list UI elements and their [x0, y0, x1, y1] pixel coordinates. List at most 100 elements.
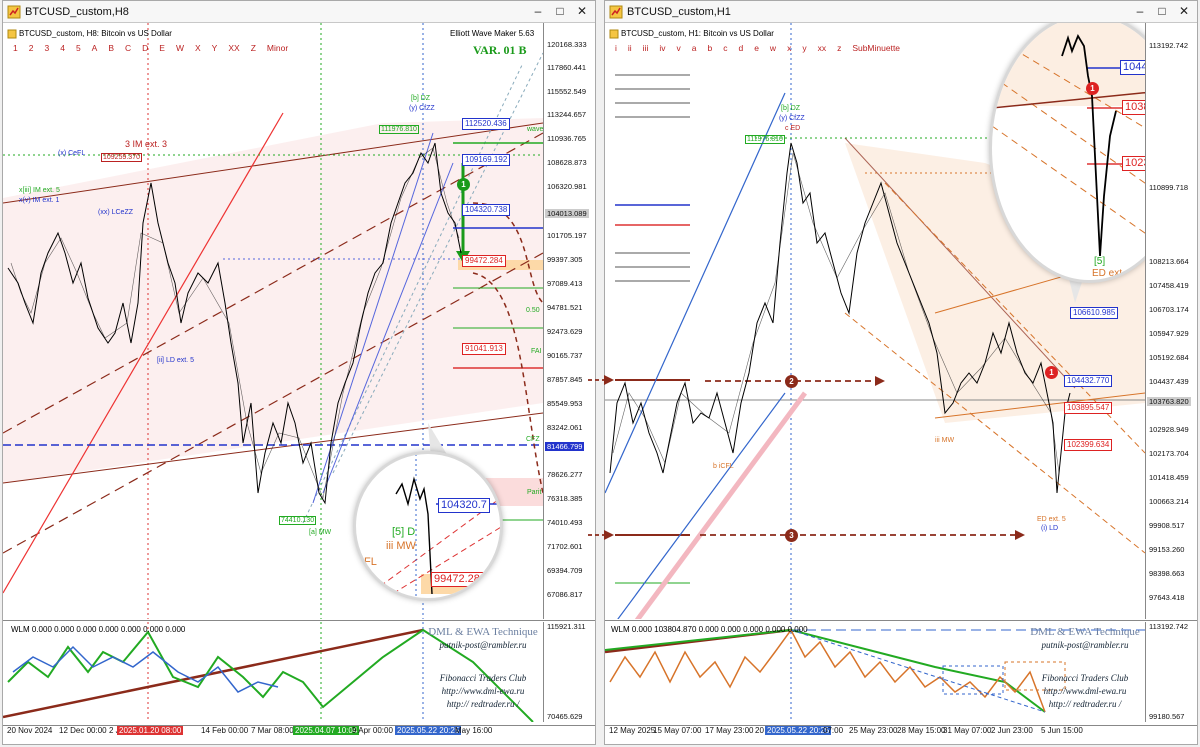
- chart-label-parity: Parit: [527, 489, 542, 496]
- lens-label-5: [5]: [1094, 256, 1106, 267]
- chart-label-74410: 74410.130: [279, 516, 317, 525]
- left-chart-window[interactable]: BTCUSD_custom,H8 – □ ✕: [2, 0, 596, 745]
- time-tick: 07:00: [823, 726, 844, 735]
- right-indicator-axis: 113192.742 99180.567: [1145, 622, 1197, 722]
- time-tick: 2 Jun 23:00: [991, 726, 1033, 735]
- right-titlebar[interactable]: BTCUSD_custom,H1 – □ ✕: [605, 1, 1197, 23]
- chart-label-109259: 109259.370: [101, 153, 142, 162]
- credit-url-1: http://www.dml-ewa.ru: [1043, 686, 1127, 696]
- right-price-label-106610: 106610.985: [1070, 307, 1119, 319]
- right-axis-tick: 102928.949: [1149, 425, 1189, 434]
- chart-label-x-cefl: (x) CeFL: [58, 150, 86, 157]
- left-axis-current-price: 81466.799: [545, 442, 585, 451]
- right-axis-tick: 100663.214: [1149, 497, 1189, 506]
- minimize-icon[interactable]: –: [1136, 4, 1144, 18]
- lens-label-103895: 103895.547: [1122, 100, 1145, 115]
- time-tick: 20 Nov 2024: [7, 726, 53, 735]
- left-ewm-version: Elliott Wave Maker 5.63: [450, 29, 535, 38]
- left-axis-tick: 108628.873: [547, 158, 587, 167]
- marker-3: 3: [785, 529, 798, 542]
- right-axis-tick: 105947.929: [1149, 329, 1189, 338]
- right-credit-block: DML & EWA Technique putnik-post@rambler.…: [1025, 626, 1145, 711]
- left-axis-tick: 99397.305: [547, 255, 583, 264]
- left-credit-block: DML & EWA Technique putnik-post@rambler.…: [423, 626, 543, 711]
- left-main-chart[interactable]: 1 2 3 4 5 A B C D E W X Y XX Z Minor BTCUSD_custom, H8:…: [3, 23, 543, 619]
- right-axis-tick: 113192.742: [1149, 41, 1189, 50]
- chart-label-ed-ext5: ED ext. 5: [1037, 516, 1066, 523]
- right-pane-separator[interactable]: [605, 620, 1197, 621]
- right-price-label-103895: 103895.547: [1064, 402, 1113, 414]
- time-tick: 2 Ja: [109, 726, 124, 735]
- left-ind-axis-top: 115921.311: [547, 622, 586, 631]
- credit-email: putnik-post@rambler.ru: [1041, 640, 1129, 650]
- lens-label-102399: 102399.634: [1122, 156, 1145, 171]
- time-cursor-label: 2025.04.07 10:04: [293, 726, 360, 735]
- chart-symbol-icon: [609, 29, 619, 39]
- left-titlebar[interactable]: BTCUSD_custom,H8 – □ ✕: [3, 1, 595, 23]
- left-symbol-info: BTCUSD_custom, H8: Bitcoin vs US Dollar: [19, 29, 172, 38]
- chart-label-c-ed-h1: c ED: [785, 125, 801, 132]
- lens-label-99472: 99472.284: [431, 572, 489, 587]
- chart-label-cfz: CFZ: [526, 436, 540, 443]
- left-indicator-pane[interactable]: WLM 0.000 0.000 0.000 0.000 0.000 0.000 …: [3, 622, 543, 722]
- time-cursor-label: 2025.05.22 20:25: [765, 726, 832, 735]
- left-indicator-values: WLM 0.000 0.000 0.000 0.000 0.000 0.000 …: [11, 625, 186, 634]
- lens-label-5d: [5] D: [392, 526, 416, 538]
- time-tick: 15 May 07:00: [653, 726, 702, 735]
- chart-label-ii-ld: [ii] LD ext. 5: [157, 357, 194, 364]
- minimize-icon[interactable]: –: [534, 4, 542, 18]
- left-ind-axis-bottom: 70465.629: [547, 712, 583, 721]
- close-icon[interactable]: ✕: [1178, 4, 1190, 18]
- right-axis-tick: 104437.439: [1149, 377, 1189, 386]
- right-window-title: BTCUSD_custom,H1: [627, 5, 731, 18]
- left-price-label-109169: 109169.192: [462, 154, 511, 166]
- right-main-chart[interactable]: i ii iii iv v a b c d e w x y xx z SubMinuette BTCUSD_c…: [605, 23, 1145, 619]
- left-indicator-svg: [3, 622, 534, 722]
- chart-label-wave: wave: [527, 126, 543, 133]
- left-price-label-104320: 104320.738: [462, 204, 511, 216]
- right-axis-tick: 99153.260: [1149, 545, 1185, 554]
- right-time-axis[interactable]: 12 May 2025 15 May 07:00 17 May 23:00 20…: [605, 725, 1197, 743]
- lens-marker-1: 1: [1086, 82, 1099, 95]
- left-axis-tick: 110936.765: [547, 134, 587, 143]
- left-axis-tick: 94781.521: [547, 303, 583, 312]
- right-magnifier-lens: 104432 103895.547 102399.634 [5] ED ext.…: [989, 23, 1145, 283]
- close-icon[interactable]: ✕: [576, 4, 588, 18]
- chart-label-b-dz: [b] DZ: [411, 95, 431, 102]
- right-indicator-pane[interactable]: WLM 0.000 103804.870 0.000 0.000 0.000 0…: [605, 622, 1145, 722]
- left-price-label-91041: 91041.913: [462, 343, 506, 355]
- chart-label-xiii-im: x[iii] IM ext. 5: [19, 187, 60, 194]
- time-tick: 5 Jun 15:00: [1041, 726, 1083, 735]
- right-axis-tick: 106703.174: [1149, 305, 1189, 314]
- time-tick: 7 Mar 08:00: [251, 726, 294, 735]
- right-wave-degree-row: i ii iii iv v a b c d e w x y xx z SubMinuette: [615, 43, 901, 53]
- credit-club: Fibonacci Traders Club: [439, 673, 527, 683]
- cross-window-arrows: [588, 375, 614, 540]
- right-axis-tick: 101418.459: [1149, 473, 1189, 482]
- chart-label-b-icfl: b iCFL: [713, 463, 734, 470]
- left-axis-tick: 83242.061: [547, 423, 583, 432]
- right-chart-window[interactable]: BTCUSD_custom,H1 – □ ✕: [604, 0, 1198, 745]
- time-tick: 14 Feb 00:00: [201, 726, 249, 735]
- right-axis-tick: 110899.718: [1149, 183, 1189, 192]
- maximize-icon[interactable]: □: [556, 4, 564, 18]
- lens-label-fl: FL: [364, 556, 377, 568]
- credit-url-1: http://www.dml-ewa.ru: [441, 686, 525, 696]
- left-axis-tick: 85549.953: [547, 399, 583, 408]
- right-price-axis[interactable]: 113192.742 110899.718 108213.664 107458.…: [1145, 23, 1197, 619]
- time-tick: 28 May 15:00: [897, 726, 946, 735]
- maximize-icon[interactable]: □: [1158, 4, 1166, 18]
- time-cursor-label: 2025.05.22 20:25: [395, 726, 462, 735]
- left-axis-tick: 97089.413: [547, 279, 583, 288]
- time-tick: 25 May 23:00: [849, 726, 898, 735]
- left-pane-separator[interactable]: [3, 620, 595, 621]
- left-price-axis[interactable]: 120168.333 117860.441 115552.549 113244.…: [543, 23, 595, 619]
- left-axis-tick: 106320.981: [547, 182, 587, 191]
- left-time-axis[interactable]: 20 Nov 2024 12 Dec 00:00 2 Ja 2025.01.20…: [3, 725, 595, 743]
- right-axis-tick: 98398.663: [1149, 569, 1185, 578]
- right-price-label-104432: 104432.770: [1064, 375, 1113, 387]
- credit-url-2: http:// redtrader.ru /: [1048, 699, 1122, 709]
- left-magnifier-lens: 104320.7 99472.284 [5] D iii MW FL: [353, 451, 503, 601]
- left-wave-degree-row: 1 2 3 4 5 A B C D E W X Y XX Z Minor: [13, 43, 289, 53]
- chart-label-b-dz-h1: [b] DZ: [781, 105, 801, 112]
